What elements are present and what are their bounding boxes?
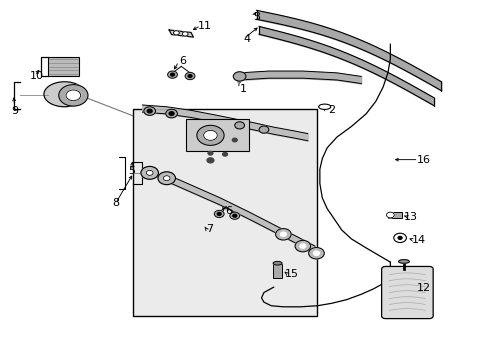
Text: 14: 14: [411, 235, 425, 245]
Circle shape: [232, 138, 237, 142]
Circle shape: [158, 172, 175, 185]
Bar: [186, 119, 249, 152]
Text: 5: 5: [128, 166, 135, 176]
Circle shape: [206, 158, 213, 163]
Text: 13: 13: [404, 212, 417, 222]
Circle shape: [147, 109, 152, 113]
Text: 16: 16: [416, 155, 429, 165]
Circle shape: [141, 166, 158, 179]
Circle shape: [59, 85, 88, 106]
Circle shape: [222, 153, 227, 156]
Ellipse shape: [398, 260, 408, 263]
FancyBboxPatch shape: [381, 266, 432, 319]
Bar: [132, 109, 317, 316]
Text: 2: 2: [328, 105, 335, 115]
Text: 3: 3: [253, 12, 260, 22]
Circle shape: [299, 244, 305, 248]
Circle shape: [165, 109, 177, 118]
Text: 11: 11: [197, 21, 211, 31]
Circle shape: [386, 212, 393, 218]
Text: 6: 6: [225, 206, 232, 216]
Circle shape: [393, 233, 406, 243]
Circle shape: [173, 31, 179, 35]
Circle shape: [214, 210, 224, 217]
Circle shape: [163, 176, 170, 181]
Bar: [272, 264, 282, 278]
Circle shape: [167, 71, 177, 78]
Circle shape: [217, 212, 221, 215]
Text: 15: 15: [285, 269, 299, 279]
Circle shape: [259, 126, 268, 133]
Circle shape: [143, 107, 155, 115]
Circle shape: [170, 73, 174, 76]
Circle shape: [397, 237, 401, 239]
Circle shape: [197, 125, 224, 145]
Circle shape: [146, 170, 153, 175]
Ellipse shape: [44, 82, 85, 107]
Circle shape: [232, 214, 236, 217]
Ellipse shape: [318, 104, 330, 109]
Bar: [387, 212, 401, 218]
Circle shape: [188, 75, 192, 77]
Circle shape: [313, 251, 319, 255]
Polygon shape: [169, 30, 193, 37]
Text: 7: 7: [205, 224, 213, 234]
Circle shape: [182, 32, 188, 36]
Text: 10: 10: [29, 71, 43, 81]
Text: 8: 8: [112, 198, 119, 208]
Circle shape: [207, 152, 212, 155]
Circle shape: [275, 229, 290, 240]
Circle shape: [229, 212, 239, 219]
Circle shape: [169, 112, 174, 115]
Bar: [47, 57, 79, 76]
Circle shape: [294, 240, 310, 252]
Text: 12: 12: [415, 283, 429, 293]
Text: 1: 1: [240, 84, 246, 94]
Circle shape: [280, 232, 286, 237]
Circle shape: [185, 72, 195, 80]
Circle shape: [203, 130, 217, 140]
Text: 4: 4: [244, 34, 250, 44]
Text: 9: 9: [11, 107, 19, 116]
Circle shape: [308, 248, 324, 259]
Ellipse shape: [273, 261, 282, 265]
Circle shape: [233, 72, 245, 81]
Circle shape: [66, 90, 81, 101]
Circle shape: [234, 122, 244, 129]
Text: 6: 6: [179, 57, 185, 66]
